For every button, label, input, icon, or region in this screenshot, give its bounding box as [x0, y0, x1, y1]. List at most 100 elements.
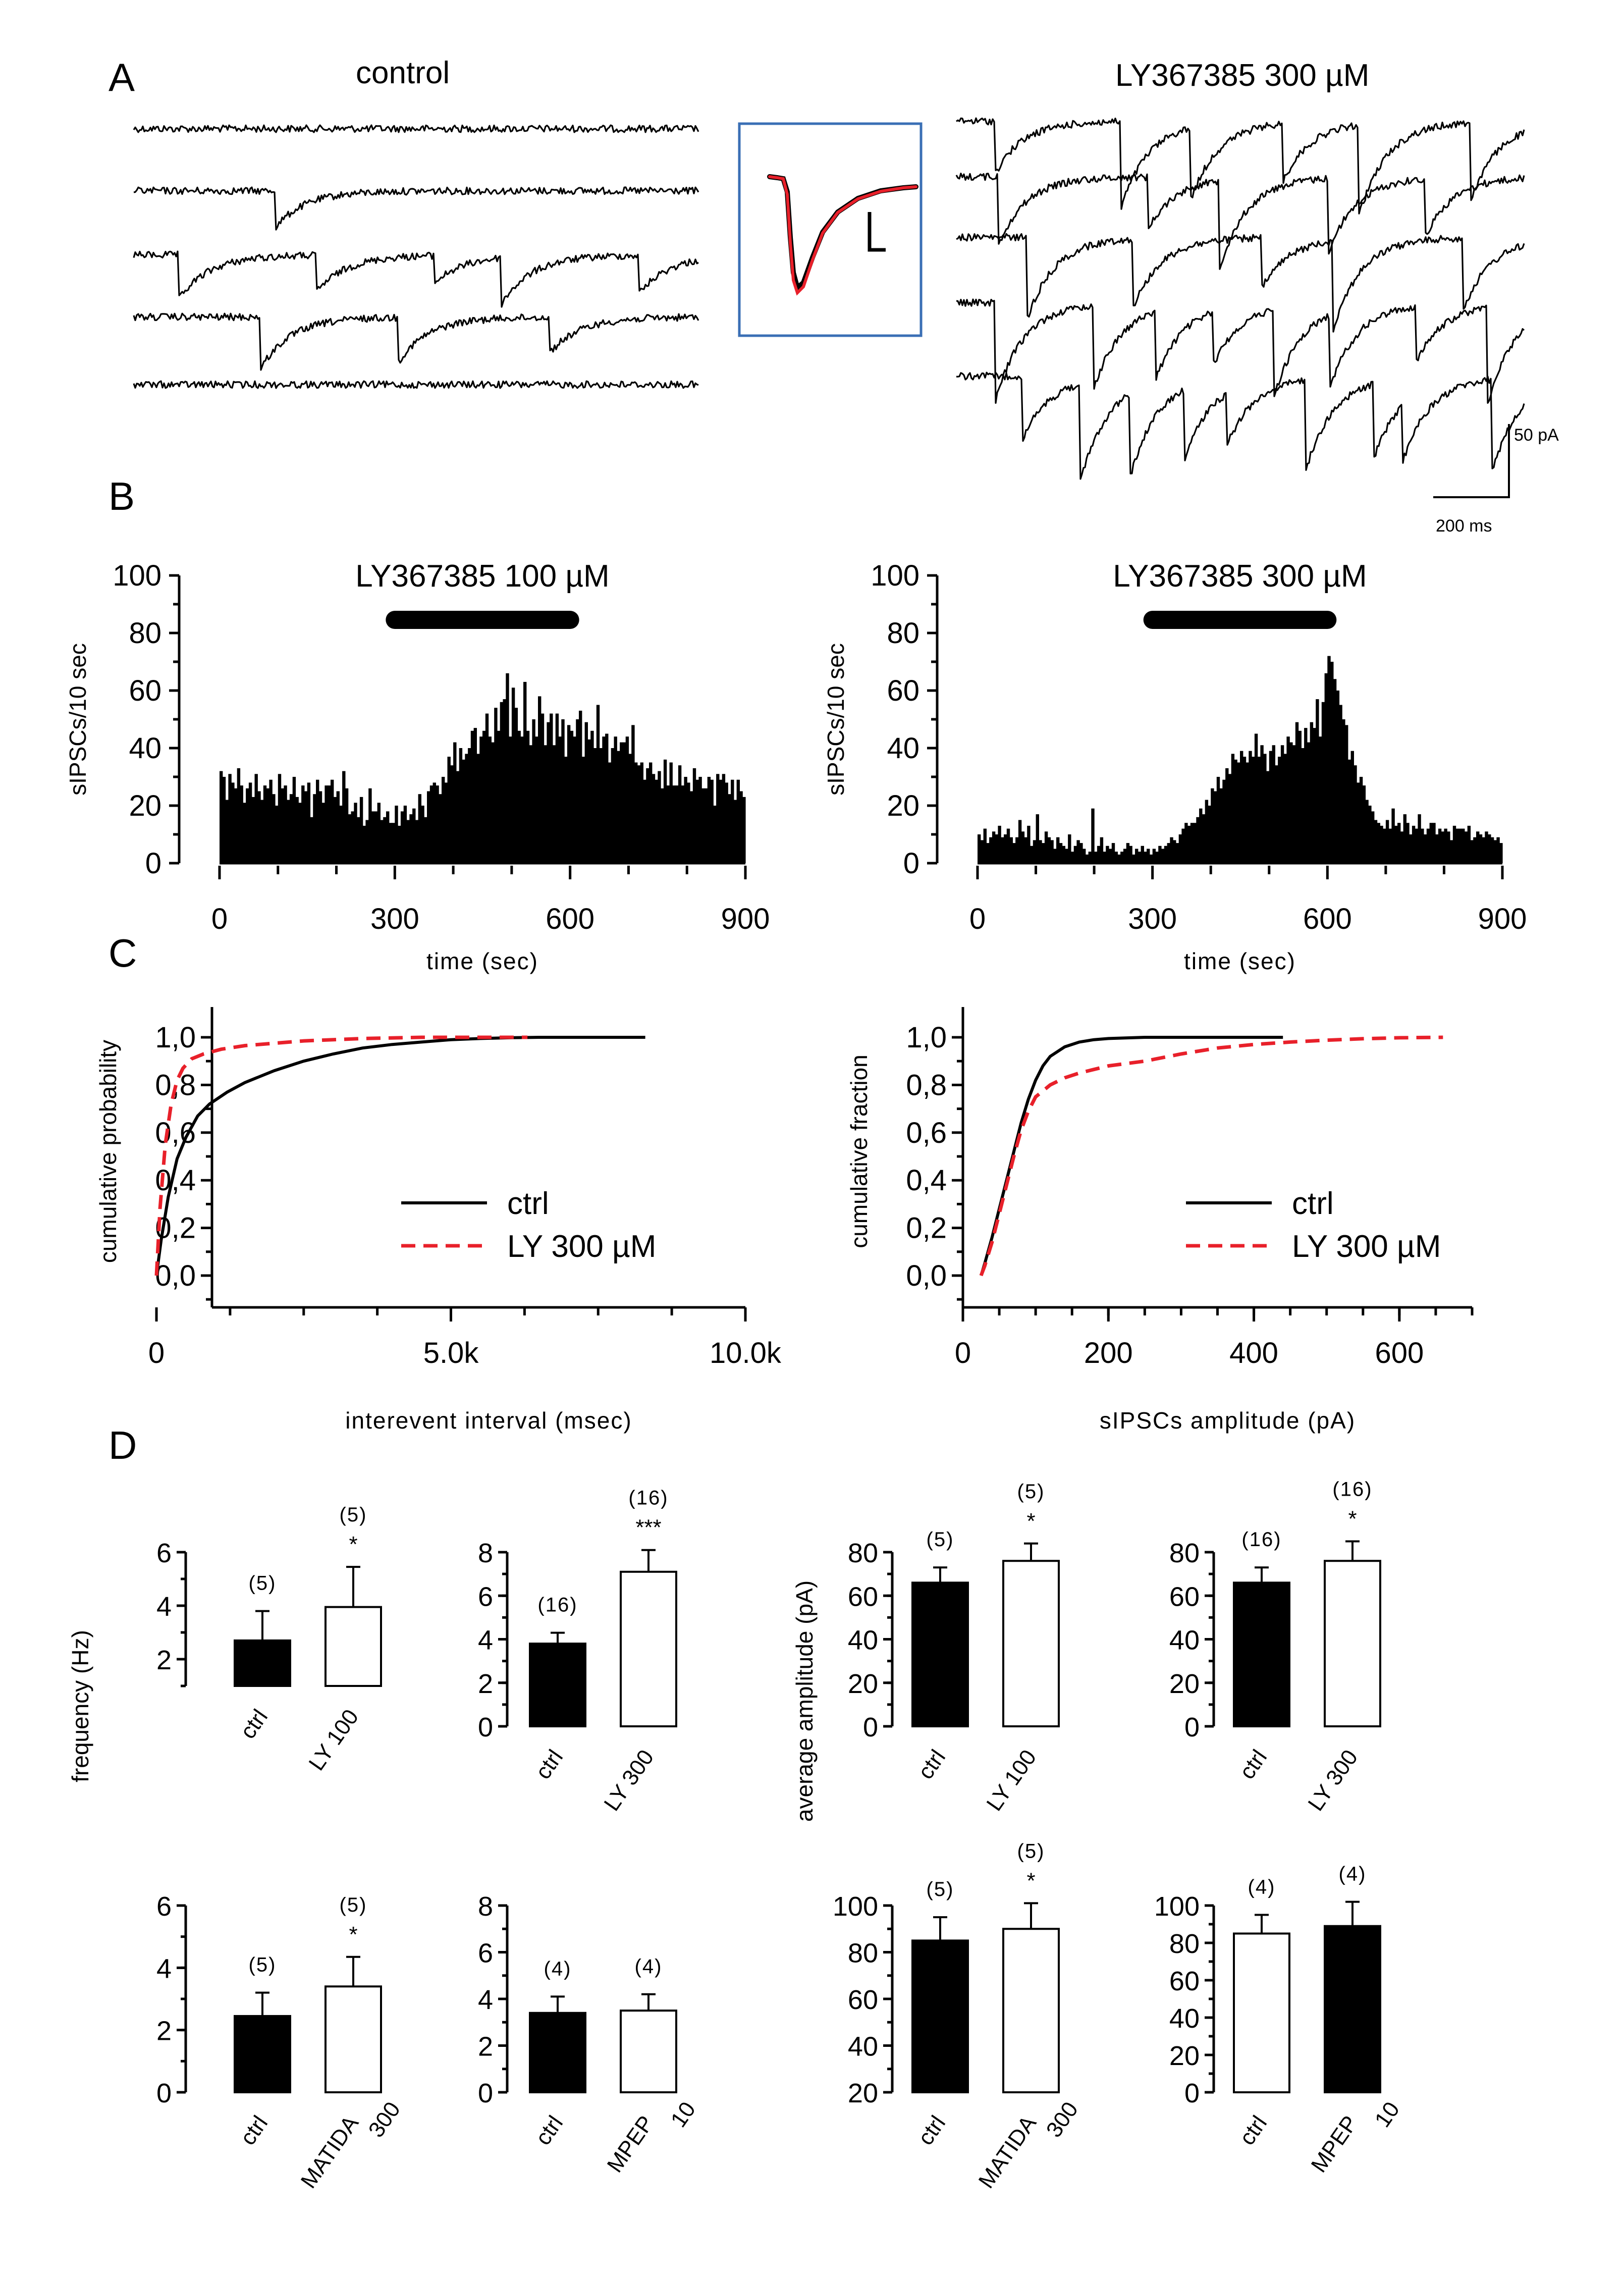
hist-bar — [1027, 825, 1031, 863]
hist-bar — [1033, 840, 1037, 863]
hist-bar — [1394, 825, 1398, 863]
hist-bar — [608, 762, 612, 863]
hist-bar — [456, 771, 460, 863]
panel-letter-b: B — [109, 474, 135, 518]
hist-bar — [1056, 837, 1060, 863]
hist-bar — [625, 736, 629, 863]
hist-bar — [552, 745, 556, 863]
control-trace-2 — [133, 186, 699, 231]
bar-chart-D-amp-MATIDA: 20 40 60 80 100 (5) ctrl (5) * MATIDA300 — [833, 1840, 1083, 2193]
hist-bar — [1362, 785, 1366, 863]
x-tick-label: 0 — [955, 1337, 971, 1369]
hist-bar — [278, 774, 282, 863]
y-tick-label: 40 — [1169, 2003, 1200, 2034]
category-label: LY 300 — [1303, 1746, 1363, 1816]
hist-bar — [222, 777, 226, 863]
hist-bar — [1190, 823, 1194, 863]
hist-bar — [649, 762, 653, 863]
hist-bar — [716, 774, 720, 863]
bar-treatment — [620, 1570, 677, 1727]
hist-bar — [628, 754, 632, 863]
n-label: (5) — [249, 1954, 277, 1976]
significance-label: * — [1026, 1509, 1035, 1534]
hist-bar — [1015, 837, 1019, 863]
hist-bar — [637, 765, 641, 863]
hist-bar — [392, 823, 395, 863]
amplitude-ylabel: average amplitude (pA) — [791, 1580, 818, 1822]
ly-trace-4 — [956, 298, 1525, 404]
hist-bar — [978, 834, 981, 863]
hist-bar — [1450, 840, 1453, 863]
hist-bar — [547, 722, 550, 863]
bar-chart-D-amp-MPEP: 0 20 40 60 80 100 (4) ctrl (4) MPEP 10 — [1154, 1863, 1404, 2177]
bar-ctrl — [234, 1639, 291, 1687]
hist-bar — [1304, 728, 1308, 863]
hist-bar — [389, 823, 393, 863]
hist-bar — [470, 730, 474, 863]
hist-bar — [345, 788, 349, 863]
y-tick-label: 6 — [156, 1891, 172, 1922]
hist-bar — [1181, 828, 1185, 863]
hist-bar — [298, 803, 302, 863]
hist-bar — [266, 788, 269, 863]
hist-bar — [599, 748, 603, 863]
hist-bar — [1109, 849, 1112, 863]
hist-bar — [614, 736, 617, 863]
hist-bar — [576, 719, 579, 863]
hist-bar — [1470, 840, 1474, 863]
hist-bar — [263, 785, 267, 863]
hist-bar — [681, 785, 684, 863]
hist-bar — [687, 782, 690, 863]
y-tick-label: 80 — [1169, 1929, 1200, 1959]
hist-bar — [357, 817, 360, 863]
control-traces — [133, 124, 699, 389]
hist-bar — [1225, 768, 1229, 863]
n-label: (4) — [1339, 1863, 1367, 1885]
hist-bar — [1426, 828, 1430, 863]
hist-bar — [1021, 831, 1025, 863]
hist-bar — [1412, 825, 1416, 863]
hist-bar — [1187, 825, 1191, 863]
hist-bar — [1158, 845, 1162, 863]
hist-bar — [500, 702, 504, 863]
hist-bar — [1114, 852, 1118, 863]
significance-label: * — [349, 1532, 357, 1557]
hist-bar — [231, 782, 235, 863]
y-axis-label: cumulative probability — [95, 1040, 121, 1263]
hist-bar — [1012, 843, 1016, 863]
hist-bar — [596, 705, 600, 863]
hist-bar — [240, 785, 243, 863]
significance-label: * — [1348, 1506, 1357, 1531]
hist-bar — [281, 788, 284, 863]
bar-ctrl — [1233, 1581, 1290, 1727]
hist-bar — [269, 779, 273, 863]
scale-time-label: 200 ms — [1436, 516, 1492, 536]
x-tick-label: 0 — [969, 903, 986, 935]
hist-bar — [1432, 823, 1436, 863]
hist-bar — [663, 759, 667, 863]
hist-bar — [736, 779, 740, 863]
inset-frame — [738, 122, 923, 337]
inset-trace-ly — [768, 175, 917, 296]
hist-bar — [1161, 849, 1165, 863]
legend-label-ly300: LY 300 µM — [1292, 1229, 1441, 1264]
bar-chart-D-freq-LY100: 2 4 6 (5) ctrl (5) * LY 100 — [156, 1504, 382, 1775]
hist-bar — [348, 814, 352, 863]
category-label: ctrl — [1234, 1746, 1272, 1784]
n-label: (5) — [927, 1528, 954, 1551]
hist-bar — [1435, 834, 1439, 863]
hist-bar — [573, 736, 576, 863]
hist-bar — [1391, 808, 1395, 863]
ly-traces — [955, 117, 1525, 480]
hist-bar — [287, 800, 290, 863]
hist-bar — [1234, 759, 1237, 863]
hist-bar — [1047, 837, 1051, 863]
hist-bar — [1006, 828, 1010, 863]
hist-bar — [447, 757, 451, 863]
n-label: (16) — [537, 1594, 577, 1616]
hist-bar — [523, 681, 527, 863]
hist-bar — [1371, 811, 1375, 863]
hist-bar — [257, 791, 261, 863]
hist-bar — [1283, 754, 1287, 863]
hist-bar — [439, 794, 442, 863]
